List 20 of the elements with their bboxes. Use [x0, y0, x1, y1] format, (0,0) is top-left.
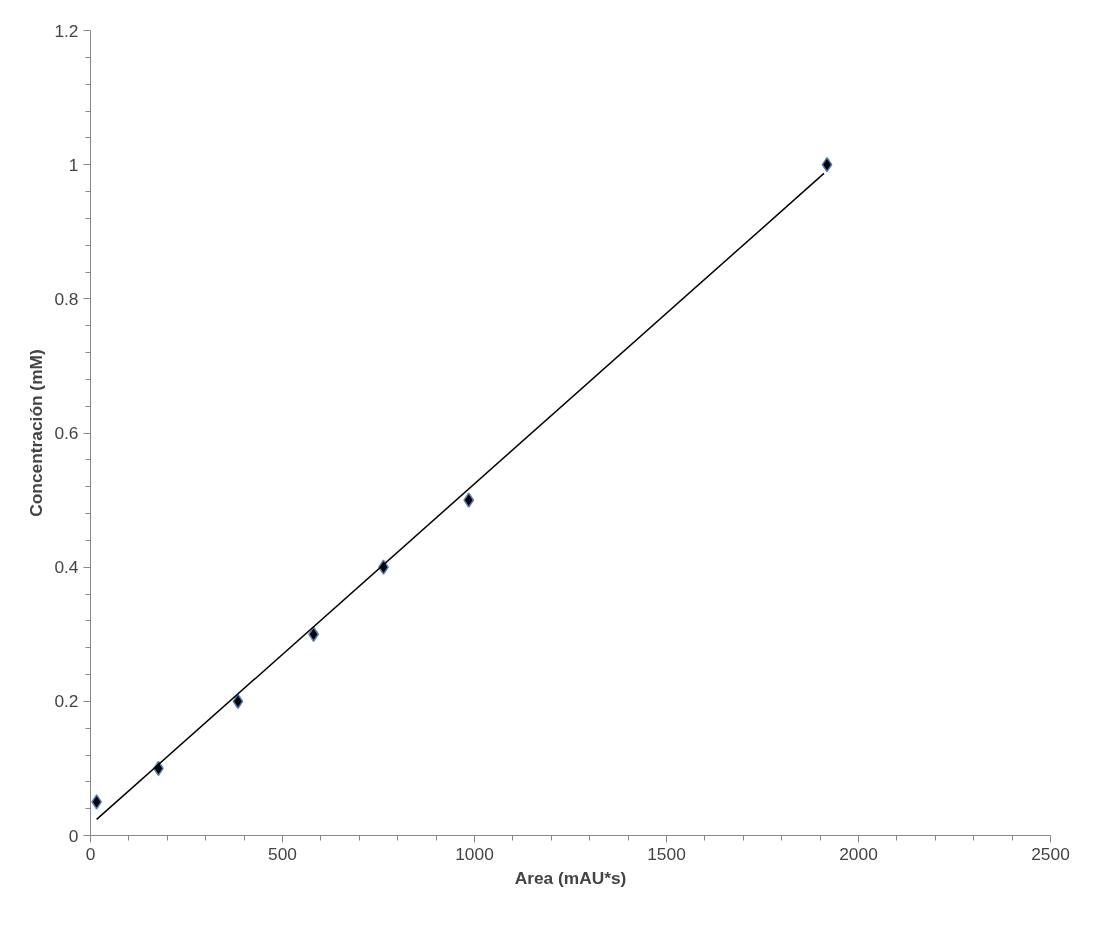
x-tick-label: 500	[268, 843, 297, 864]
y-tick-label: 0.6	[54, 423, 79, 443]
point	[463, 492, 475, 508]
x-tick-label: 1500	[647, 843, 686, 864]
point	[232, 693, 244, 710]
point	[308, 626, 320, 642]
x-tick-label: 0	[85, 843, 96, 864]
point	[91, 794, 103, 810]
y-tick-label: 1	[68, 154, 79, 175]
point	[821, 156, 833, 173]
x-tick-label: 2000	[839, 843, 878, 864]
y-tick-label: 0	[68, 825, 79, 846]
y-tick-label: 0.8	[54, 288, 79, 309]
x-axis-title: Area (mAU*s)	[514, 867, 627, 888]
x-tick-label: 2500	[1031, 843, 1070, 864]
x-tick-label: 1000	[455, 843, 494, 864]
y-tick-label: 1.2	[54, 20, 79, 41]
y-axis-title: Concentración (mM)	[26, 349, 47, 517]
y-tick-label: 0.2	[54, 691, 79, 712]
y-tick-label: 0.4	[54, 557, 79, 578]
